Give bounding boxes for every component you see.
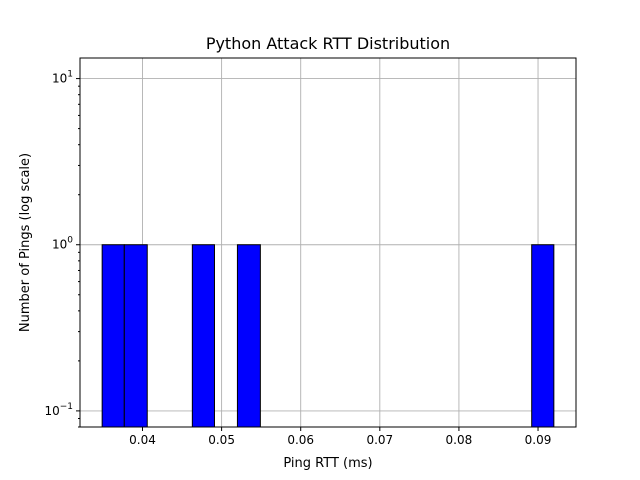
chart-title: Python Attack RTT Distribution: [206, 34, 450, 53]
plot-frame: [79, 57, 577, 428]
x-tick-label: 0.06: [287, 433, 314, 447]
x-tick-label: 0.08: [446, 433, 473, 447]
x-tick-label: 0.09: [525, 433, 552, 447]
y-axis-label: Number of Pings (log scale): [18, 153, 33, 332]
histogram-bar-3: [191, 244, 215, 428]
histogram-bar-1: [101, 244, 125, 428]
histogram-bar-2: [123, 244, 148, 428]
histogram-bars: [101, 244, 555, 428]
x-axis-label: Ping RTT (ms): [283, 456, 372, 471]
y-tick-label: 100: [52, 236, 73, 252]
x-tick-label: 0.07: [366, 433, 393, 447]
x-axis-ticks: 0.04 0.05 0.06 0.07 0.08 0.09: [129, 427, 551, 447]
y-tick-label: 101: [52, 70, 73, 86]
y-tick-label: 10−1: [44, 402, 73, 418]
x-tick-label: 0.04: [129, 433, 156, 447]
grid-lines: [80, 58, 576, 427]
histogram-bar-5: [531, 244, 555, 428]
x-tick-label: 0.05: [208, 433, 235, 447]
y-axis-ticks: 10−1 100 101: [44, 70, 80, 428]
histogram-bar-4: [236, 244, 261, 428]
